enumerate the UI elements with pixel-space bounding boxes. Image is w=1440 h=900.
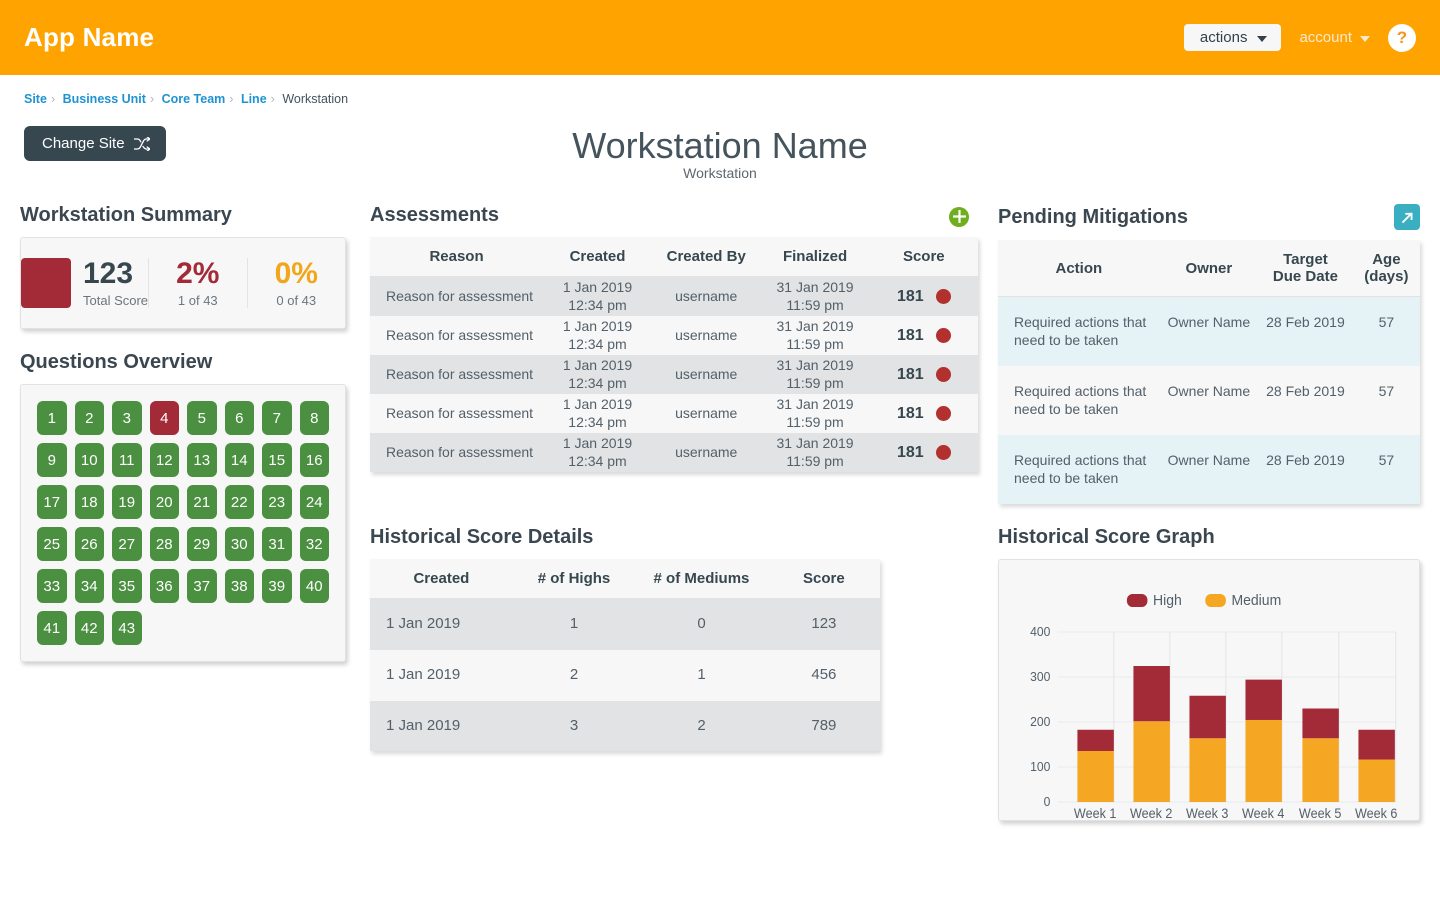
svg-text:0: 0 xyxy=(1044,795,1051,809)
svg-text:Medium: Medium xyxy=(1231,593,1281,610)
svg-text:Week 2: Week 2 xyxy=(1130,806,1172,822)
svg-text:High: High xyxy=(1153,593,1182,610)
svg-text:100: 100 xyxy=(1030,760,1050,774)
svg-text:Week 3: Week 3 xyxy=(1186,806,1228,822)
svg-text:Week 5: Week 5 xyxy=(1299,806,1341,822)
svg-text:Week 4: Week 4 xyxy=(1242,806,1284,822)
svg-text:300: 300 xyxy=(1030,670,1050,684)
svg-text:400: 400 xyxy=(1030,625,1050,639)
svg-text:Week 6: Week 6 xyxy=(1355,806,1397,822)
svg-text:Week 1: Week 1 xyxy=(1074,806,1116,822)
svg-text:200: 200 xyxy=(1030,715,1050,729)
